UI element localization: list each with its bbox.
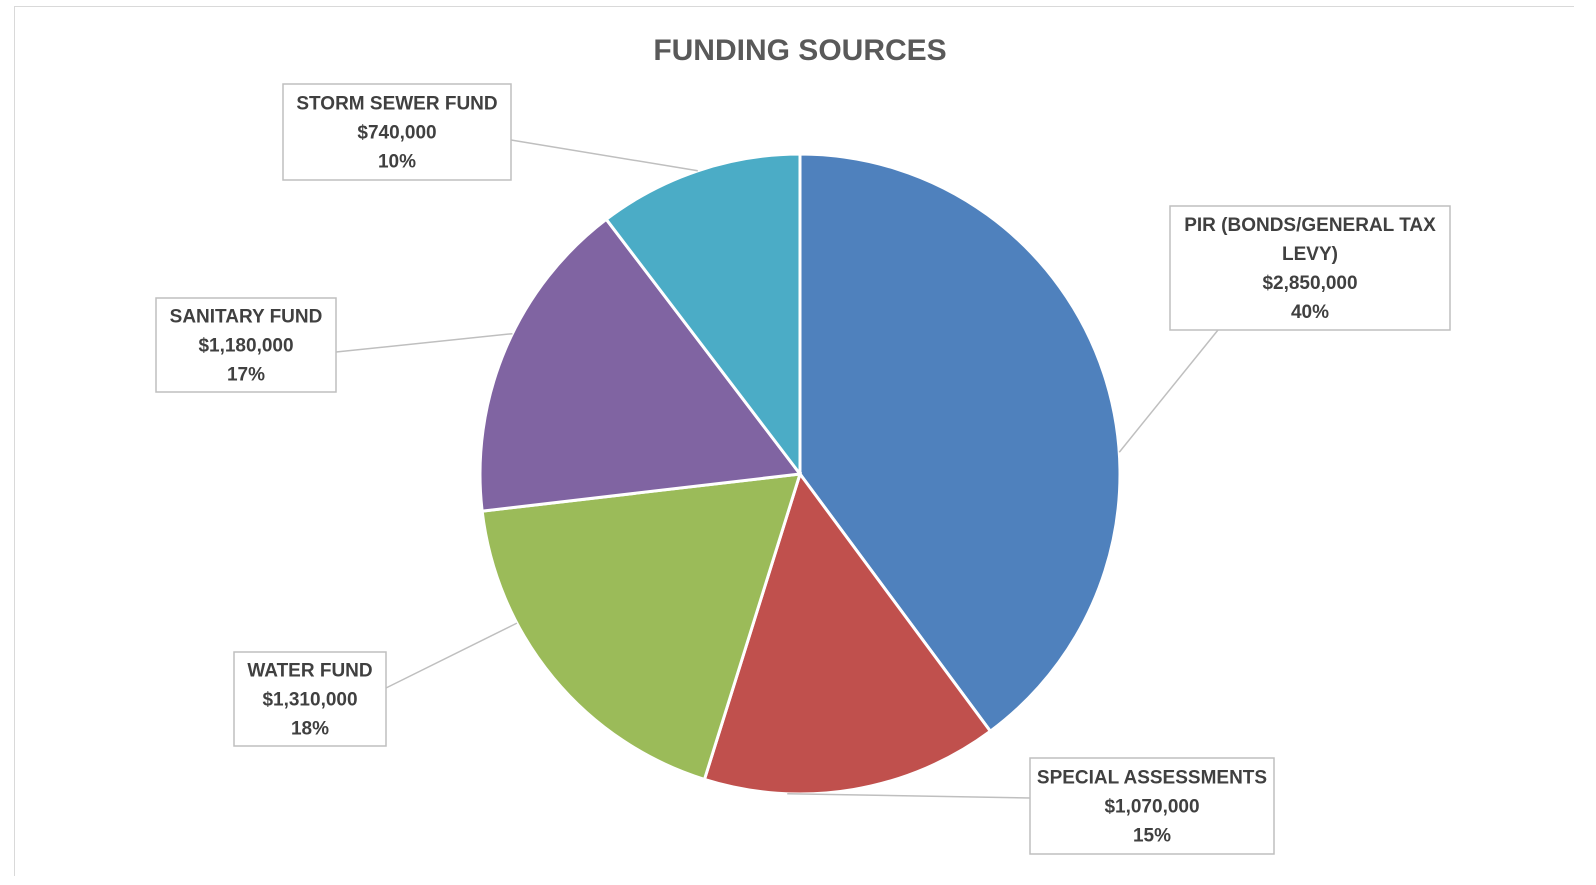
leader-lines — [335, 139, 1219, 799]
data-label: WATER FUND $1,310,000 18% — [233, 651, 387, 747]
chart-frame — [14, 6, 1574, 876]
pie-slice-sanitary-fund — [478, 217, 803, 513]
data-label-name: PIR (BONDS/GENERAL TAX — [1184, 215, 1436, 236]
data-label-name: SPECIAL ASSESSMENTS — [1037, 768, 1267, 789]
leader-line — [1118, 329, 1219, 453]
leader-line — [510, 139, 698, 172]
data-label-box — [155, 297, 337, 393]
data-label-name: WATER FUND — [247, 661, 372, 682]
leader-line — [787, 792, 1031, 799]
data-label-box — [282, 83, 512, 181]
data-label-value: $2,850,000 — [1262, 273, 1357, 294]
data-label-name: SANITARY FUND — [170, 307, 323, 328]
data-label: STORM SEWER FUND $740,000 10% — [282, 83, 512, 181]
data-label-value: $1,070,000 — [1104, 797, 1199, 818]
pie-slice-pir-bonds-general-tax-levy — [798, 152, 1122, 734]
data-label-percent: 10% — [378, 152, 416, 173]
data-label-value: $1,180,000 — [198, 336, 293, 357]
data-label-percent: 15% — [1133, 826, 1171, 847]
data-label: SANITARY FUND $1,180,000 17% — [155, 297, 337, 393]
leader-line — [385, 622, 518, 689]
data-label-box — [233, 651, 387, 747]
pie-slices — [478, 152, 1122, 796]
data-label-box — [1029, 757, 1275, 855]
data-label-percent: 40% — [1291, 302, 1329, 323]
data-label: PIR (BONDS/GENERAL TAX LEVY) $2,850,000 40% — [1169, 205, 1451, 331]
data-label-percent: 17% — [227, 365, 265, 386]
data-label-name: STORM SEWER FUND — [296, 94, 497, 115]
data-label-value: $740,000 — [357, 123, 436, 144]
data-label-name: LEVY) — [1282, 244, 1338, 265]
data-label-percent: 18% — [291, 719, 329, 740]
data-label-value: $1,310,000 — [262, 690, 357, 711]
chart-title: FUNDING SOURCES — [653, 34, 946, 67]
data-labels: PIR (BONDS/GENERAL TAX LEVY) $2,850,000 40%… — [155, 83, 1451, 855]
data-label: SPECIAL ASSESSMENTS $1,070,000 15% — [1029, 757, 1275, 855]
pie-slice-water-fund — [480, 472, 803, 782]
leader-line — [335, 332, 513, 353]
data-label-box — [1169, 205, 1451, 331]
